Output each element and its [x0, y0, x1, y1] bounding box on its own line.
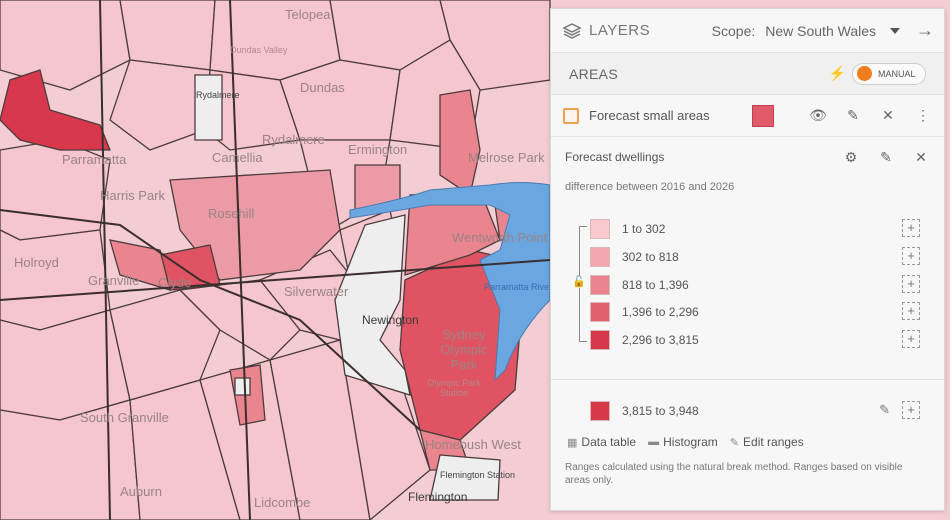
- layer-name: Forecast small areas: [589, 108, 710, 123]
- areas-section-header: AREAS ⚡ MANUAL: [551, 53, 944, 95]
- suburb-polygons: [0, 0, 551, 520]
- parramatta-river: [349, 182, 551, 382]
- toggle-label: MANUAL: [878, 68, 916, 79]
- legend-range-label-5: 2,296 to 3,815: [622, 333, 699, 347]
- legend-range-1[interactable]: 1 to 302 +: [590, 219, 920, 239]
- layers-icon[interactable]: [561, 20, 583, 42]
- indicator-close-icon[interactable]: ✕: [915, 148, 927, 165]
- add-range-icon[interactable]: +: [902, 302, 920, 320]
- layer-row-forecast-small-areas[interactable]: Forecast small areas 👁 ✎ ✕ ⋮: [551, 95, 944, 137]
- legend-swatch-3[interactable]: [590, 275, 610, 295]
- indicator-row: Forecast dwellings ⚙ ✎ ✕: [551, 137, 944, 177]
- add-range-icon[interactable]: +: [902, 401, 920, 419]
- legend-extra-label: 3,815 to 3,948: [622, 404, 699, 418]
- legend-swatch-4[interactable]: [590, 302, 610, 322]
- gear-icon[interactable]: ⚙: [844, 148, 858, 165]
- histogram-icon: ▬: [648, 436, 660, 448]
- indicator-pencil-icon[interactable]: ✎: [880, 148, 892, 165]
- close-icon[interactable]: ✕: [882, 107, 894, 123]
- layer-checkbox[interactable]: [563, 107, 579, 124]
- add-range-icon[interactable]: +: [902, 275, 920, 293]
- scope-value: New South Wales: [765, 22, 876, 39]
- pencil-icon[interactable]: ✎: [847, 107, 859, 123]
- add-range-icon[interactable]: +: [902, 247, 920, 265]
- scope-selector[interactable]: Scope: New South Wales: [712, 23, 900, 39]
- scope-label: Scope:: [711, 22, 756, 39]
- legend-swatch-1[interactable]: [590, 219, 610, 239]
- manual-toggle[interactable]: MANUAL: [852, 62, 926, 85]
- ranges-note: Ranges calculated using the natural brea…: [565, 462, 903, 486]
- chevron-down-icon[interactable]: [890, 27, 900, 34]
- data-table-label: Data table: [581, 435, 637, 449]
- layer-thumbnail-icon[interactable]: [752, 104, 774, 127]
- legend-swatch-5[interactable]: [590, 330, 610, 350]
- legend-links: ▦ Data table ▬ Histogram ✎ Edit ranges: [567, 435, 816, 449]
- legend-range-2[interactable]: 302 to 818 +: [590, 247, 920, 267]
- legend-divider: [551, 379, 944, 380]
- legend-range-3[interactable]: 818 to 1,396 +: [590, 275, 920, 295]
- legend-range-label-2: 302 to 818: [622, 250, 679, 264]
- legend-range-label-1: 1 to 302: [622, 222, 666, 236]
- layers-title: LAYERS: [589, 22, 651, 39]
- toggle-knob: [857, 66, 872, 81]
- indicator-title: Forecast dwellings: [565, 150, 665, 164]
- data-table-link[interactable]: ▦ Data table: [567, 435, 636, 449]
- collapse-arrow-icon[interactable]: →: [916, 20, 934, 40]
- table-icon: ▦: [567, 436, 578, 449]
- lightning-icon: ⚡: [828, 65, 846, 81]
- more-vertical-icon[interactable]: ⋮: [916, 107, 930, 123]
- legend-range-label-3: 818 to 1,396: [622, 278, 689, 292]
- indicator-subtitle: difference between 2016 and 2026: [565, 181, 735, 193]
- histogram-label: Histogram: [663, 435, 718, 449]
- unpopulated-areas: [194, 74, 501, 501]
- edit-ranges-link[interactable]: ✎ Edit ranges: [730, 435, 804, 449]
- legend-swatch-2[interactable]: [590, 247, 610, 267]
- edit-ranges-icon: ✎: [729, 436, 740, 449]
- extra-pencil-icon[interactable]: ✎: [879, 402, 890, 417]
- histogram-link[interactable]: ▬ Histogram: [648, 435, 718, 449]
- edit-ranges-label: Edit ranges: [743, 435, 804, 449]
- legend-extra-swatch[interactable]: [590, 401, 610, 421]
- add-range-icon[interactable]: +: [902, 219, 920, 237]
- legend-range-4[interactable]: 1,396 to 2,296 +: [590, 302, 920, 322]
- lock-icon[interactable]: 🔓: [572, 276, 586, 288]
- legend-range-label-4: 1,396 to 2,296: [622, 305, 699, 319]
- legend-range-5[interactable]: 2,296 to 3,815 +: [590, 330, 920, 350]
- areas-label: AREAS: [569, 65, 618, 82]
- eye-icon[interactable]: 👁: [809, 107, 827, 123]
- legend-extra-range[interactable]: 3,815 to 3,948 ✎ +: [590, 401, 920, 421]
- layers-panel: LAYERS Scope: New South Wales → AREAS ⚡ …: [550, 8, 945, 511]
- roads: [0, 0, 551, 520]
- add-range-icon[interactable]: +: [902, 330, 920, 348]
- panel-header: LAYERS Scope: New South Wales →: [551, 9, 944, 53]
